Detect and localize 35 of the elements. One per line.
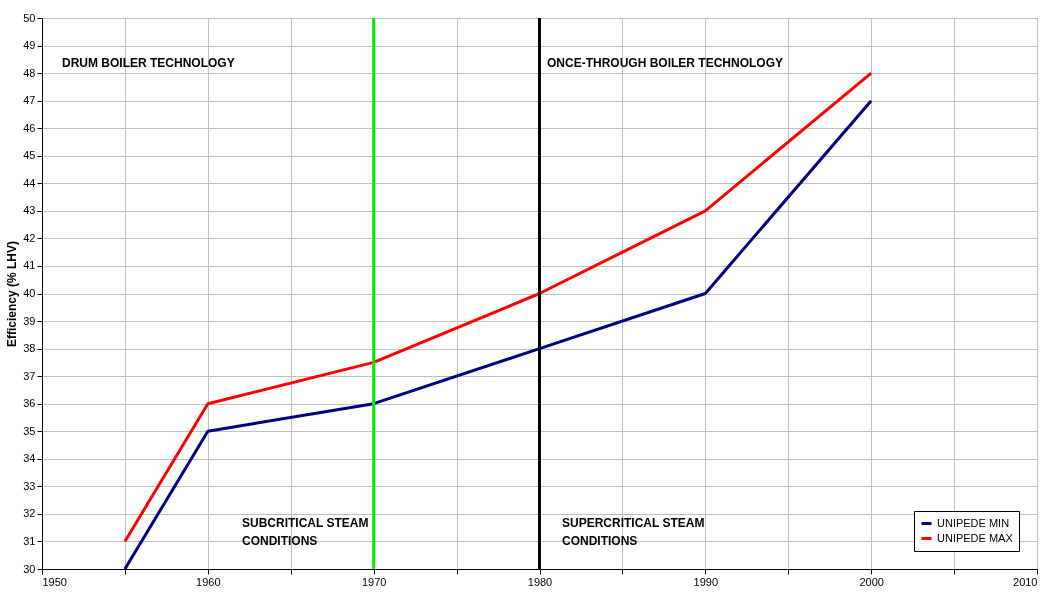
- y-tick-label: 34: [23, 452, 36, 465]
- y-tick-label: 43: [23, 204, 36, 217]
- y-tick-label: 47: [23, 94, 36, 107]
- legend-label: UNIPEDE MAX: [937, 531, 1014, 544]
- y-axis-title: Efficiency (% LHV): [5, 240, 20, 348]
- y-tick-label: 37: [23, 369, 36, 382]
- x-tick-label: 1980: [527, 575, 553, 588]
- y-tick-label: 42: [23, 231, 36, 244]
- y-tick-label: 30: [23, 562, 36, 575]
- y-tick-label: 33: [23, 479, 36, 492]
- y-tick-label: 39: [23, 314, 36, 327]
- x-tick-label: 1960: [196, 575, 221, 588]
- legend-label: UNIPEDE MIN: [937, 516, 1010, 529]
- y-tick-label: 41: [23, 259, 36, 272]
- y-tick-label: 40: [23, 287, 36, 299]
- y-tick-label: 36: [23, 397, 36, 410]
- y-tick-label: 46: [23, 121, 36, 134]
- y-tick-label: 32: [23, 507, 36, 520]
- x-tick-label: 1990: [693, 575, 719, 588]
- y-tick-label: 49: [23, 39, 36, 52]
- annotation: DRUM BOILER TECHNOLOGY: [62, 56, 235, 70]
- x-tick-label: 1950: [42, 575, 67, 588]
- y-tick-label: 44: [23, 176, 36, 189]
- y-tick-label: 35: [23, 424, 36, 437]
- x-tick-label: 2000: [859, 575, 884, 588]
- annotation: SUBCRITICAL STEAM CONDITIONS: [242, 516, 369, 548]
- y-tick-label: 31: [23, 534, 36, 547]
- annotation: SUPERCRITICAL STEAM CONDITIONS: [562, 516, 705, 548]
- y-tick-label: 45: [23, 149, 36, 162]
- y-tick-label: 48: [23, 66, 36, 79]
- y-tick-label: 38: [23, 342, 36, 355]
- x-tick-label: 1970: [361, 575, 387, 588]
- y-tick-label: 50: [23, 11, 36, 24]
- x-tick-label: 2010: [1013, 575, 1038, 588]
- annotation: ONCE-THROUGH BOILER TECHNOLOGY: [547, 56, 783, 70]
